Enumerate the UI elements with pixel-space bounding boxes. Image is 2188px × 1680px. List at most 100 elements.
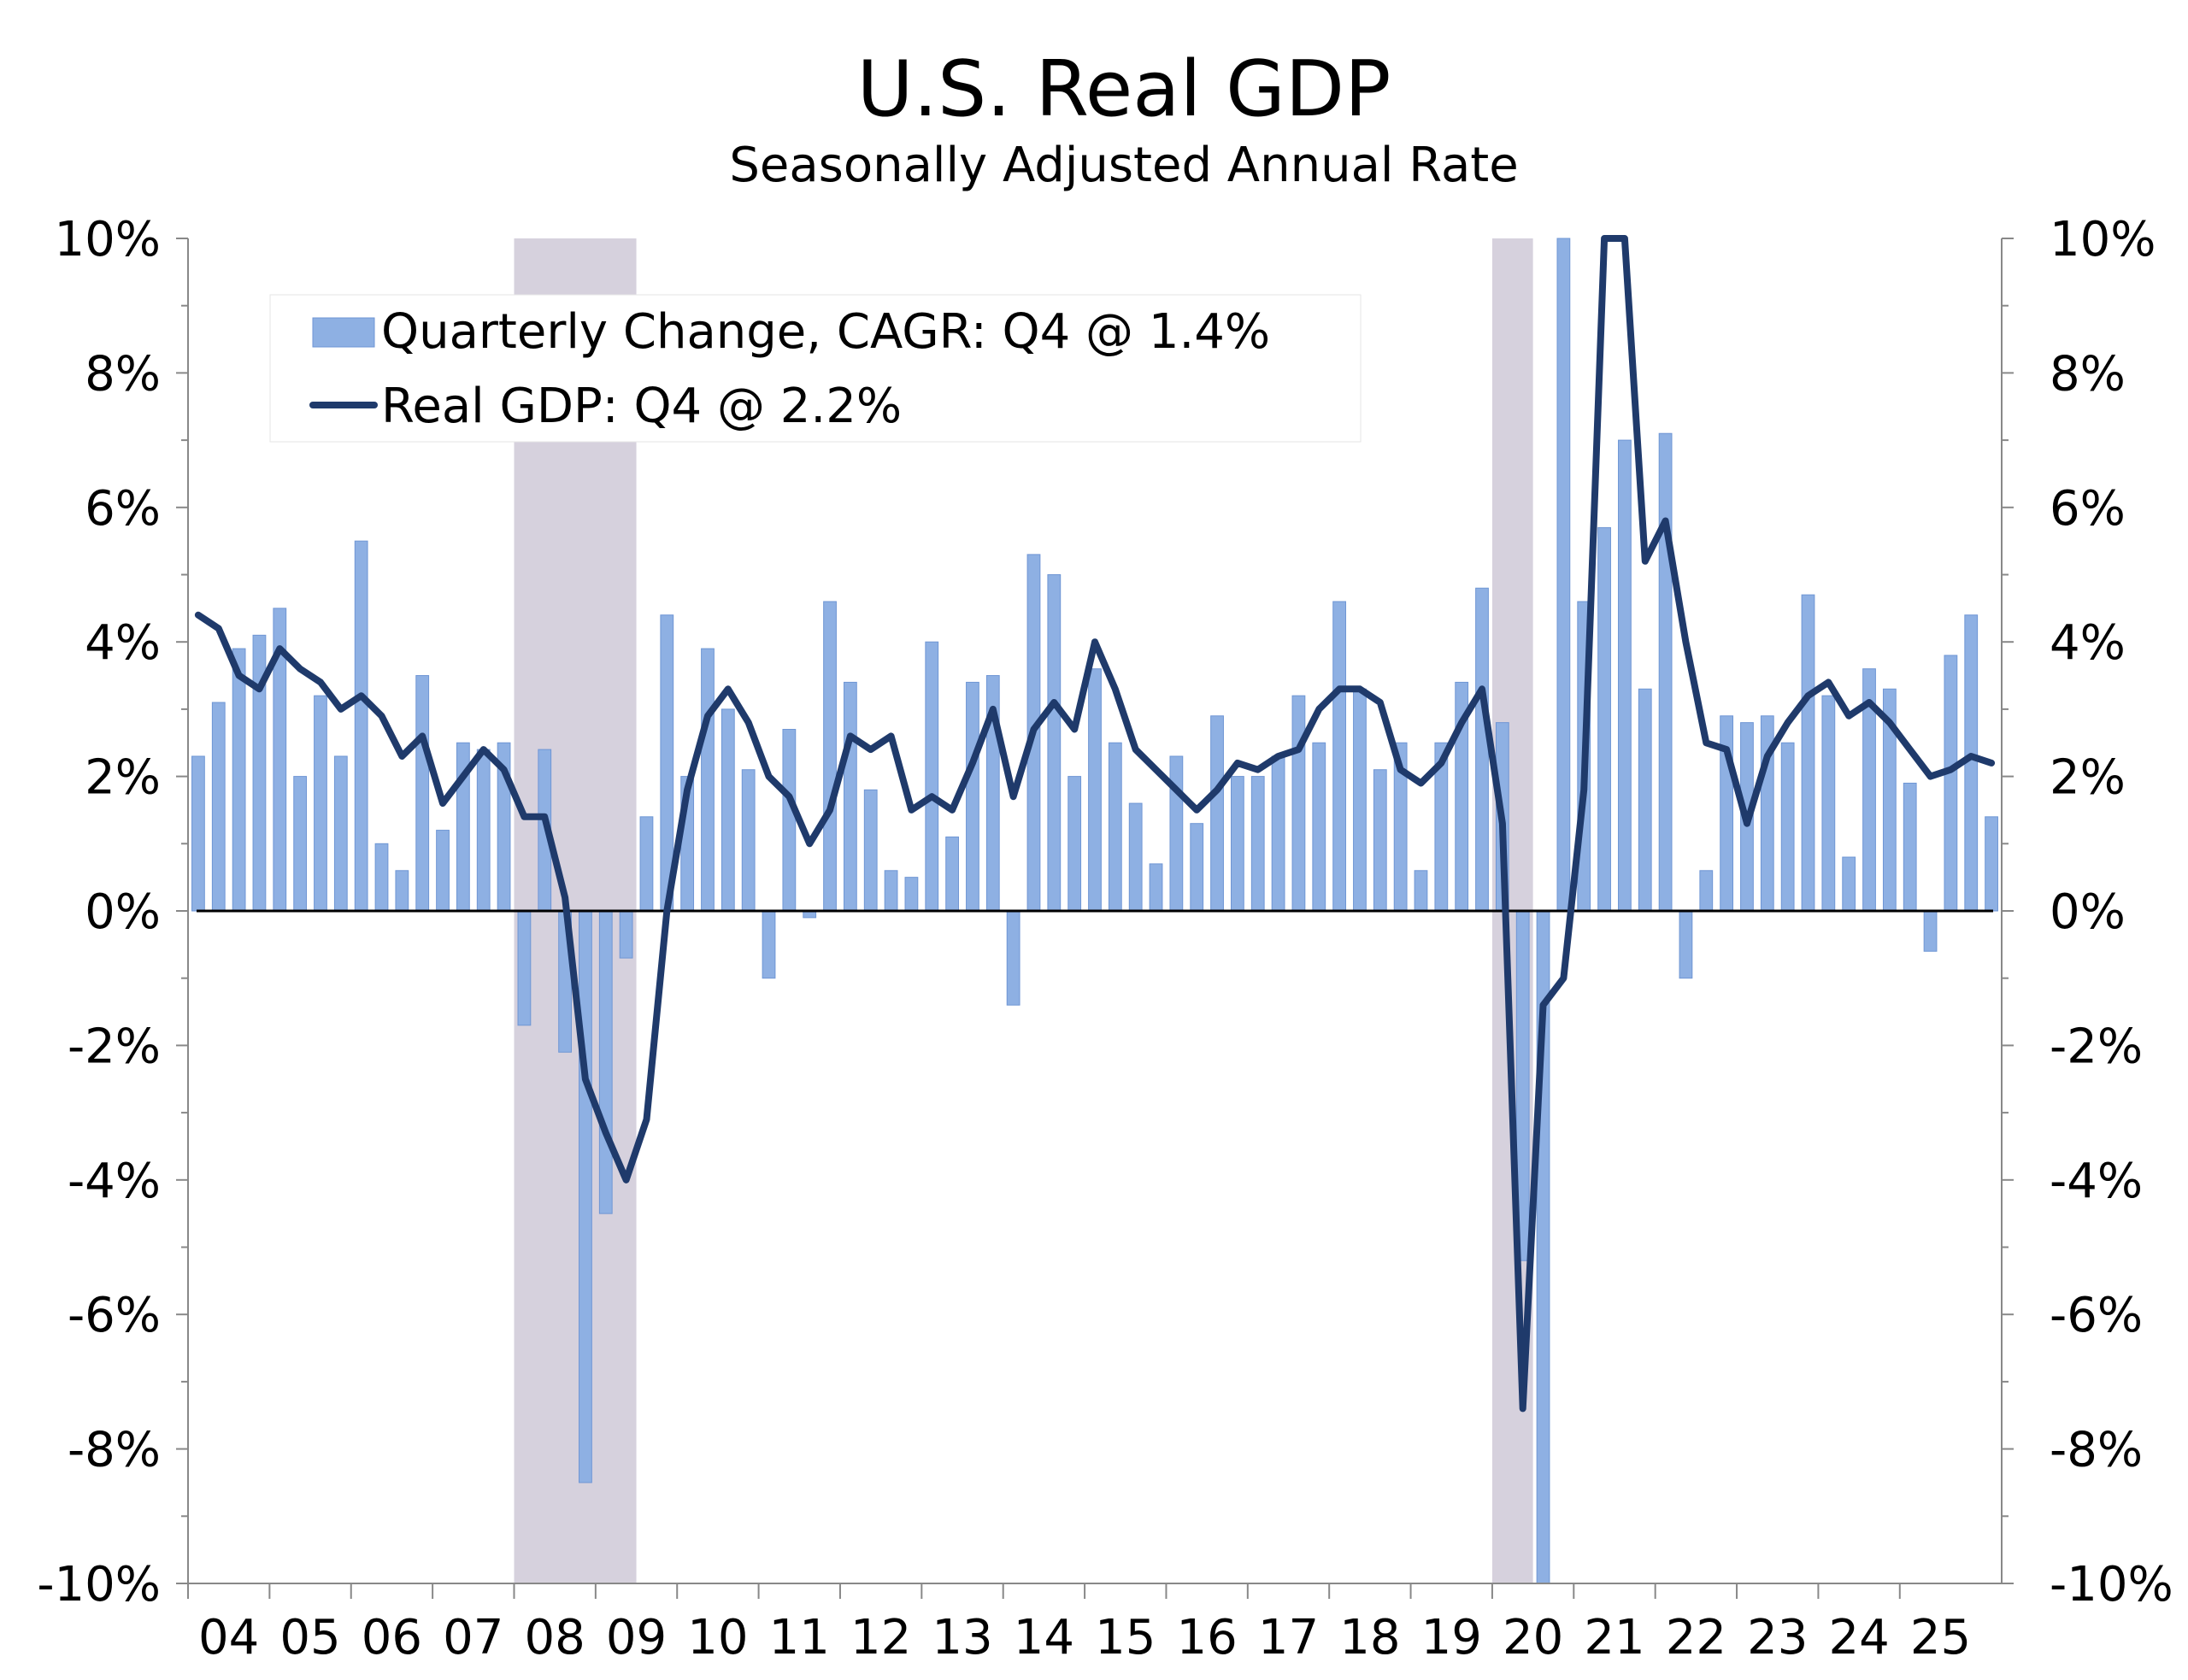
bar (1944, 655, 1958, 912)
bar (476, 749, 491, 912)
bar (1373, 769, 1387, 912)
bar (579, 910, 592, 1483)
bar (1006, 910, 1020, 1006)
bar (1231, 776, 1244, 912)
bar (1679, 910, 1693, 979)
bar (314, 695, 327, 912)
bar (517, 910, 532, 1026)
bar (1618, 439, 1632, 912)
bar (1821, 695, 1836, 912)
bar (1271, 755, 1285, 912)
y-tick-label-right: 0% (2050, 884, 2126, 940)
bar (415, 675, 430, 912)
y-tick-label-right: -10% (2050, 1557, 2173, 1612)
y-tick-label-left: -8% (68, 1423, 161, 1478)
bar (863, 789, 878, 912)
bar (1291, 695, 1306, 912)
y-tick-label-left: -2% (68, 1019, 161, 1074)
bar (1149, 863, 1163, 912)
y-tick-label-right: -2% (2050, 1019, 2143, 1074)
bar (1353, 688, 1367, 912)
bar (843, 681, 857, 912)
bar (1780, 742, 1795, 912)
y-tick-label-right: 2% (2050, 750, 2126, 806)
bar (1903, 782, 1917, 912)
bar (782, 729, 797, 912)
line-series (194, 235, 1996, 1413)
y-tick-label-right: 8% (2050, 346, 2126, 402)
y-tick-label-left: 10% (55, 212, 161, 267)
y-tick-label-left: -4% (68, 1154, 161, 1209)
bar (354, 540, 368, 912)
bar (1190, 823, 1204, 912)
bar (1169, 755, 1184, 912)
x-tick-label: 12 (850, 1610, 911, 1665)
bar (232, 648, 246, 912)
bar (1985, 816, 1998, 912)
legend-bar-label: Quarterly Change, CAGR: Q4 @ 1.4% (381, 304, 1270, 360)
y-tick-label-left: -10% (37, 1557, 161, 1612)
x-tick-label: 17 (1258, 1610, 1319, 1665)
x-tick-label: 25 (1910, 1610, 1971, 1665)
bar (701, 648, 715, 912)
bar (1658, 432, 1673, 912)
y-tick-label-right: -6% (2050, 1288, 2143, 1343)
x-tick-label: 11 (769, 1610, 830, 1665)
bar (293, 776, 308, 912)
bar (1923, 910, 1938, 952)
x-tick-label: 19 (1421, 1610, 1482, 1665)
bar (1210, 715, 1224, 912)
bar (1597, 526, 1611, 912)
bar (1801, 594, 1815, 912)
bar (598, 910, 613, 1214)
legend-bar-swatch (312, 317, 375, 348)
bar (395, 870, 409, 912)
x-tick-label: 21 (1584, 1610, 1644, 1665)
bar (1638, 688, 1652, 912)
bar (1068, 776, 1082, 912)
x-tick-label: 05 (279, 1610, 340, 1665)
bar (1312, 742, 1326, 912)
bar (436, 830, 450, 912)
x-tick-label: 20 (1503, 1610, 1563, 1665)
bar (1047, 574, 1062, 912)
x-tick-label: 23 (1747, 1610, 1808, 1665)
x-tick-label: 06 (362, 1610, 422, 1665)
bar (1475, 587, 1489, 912)
y-tick-label-left: 4% (85, 615, 161, 671)
bar (1556, 238, 1571, 912)
y-tick-label-left: 2% (85, 750, 161, 806)
x-tick-label: 16 (1177, 1610, 1238, 1665)
y-tick-label-right: 6% (2050, 481, 2126, 537)
x-tick-label: 22 (1666, 1610, 1726, 1665)
gdp-line (194, 235, 1996, 1413)
axes: 10% 10% 8% 8% 6% 6% 4% 4% 2% 2% 0% 0% -2% -2% -4% -4% -6… (37, 212, 2173, 1665)
y-tick-label-right: 4% (2050, 615, 2126, 671)
bar (966, 681, 979, 912)
bar (823, 601, 837, 912)
bar (1414, 870, 1428, 912)
chart-subtitle: Seasonally Adjusted Annual Rate (729, 138, 1518, 193)
bar (762, 910, 776, 979)
y-tick-label-left: 8% (85, 346, 161, 402)
bar (333, 755, 348, 912)
x-tick-label: 09 (606, 1610, 667, 1665)
x-tick-label: 18 (1339, 1610, 1400, 1665)
bar (721, 708, 735, 912)
y-tick-label-right: -8% (2050, 1423, 2143, 1478)
bar (1332, 601, 1347, 912)
x-tick-label: 14 (1014, 1610, 1074, 1665)
legend-box (269, 294, 1362, 443)
bar (904, 877, 919, 912)
bar (211, 702, 226, 912)
chart-title: U.S. Real GDP (857, 44, 1391, 134)
bar (619, 910, 633, 959)
y-tick-label-right: 10% (2050, 212, 2156, 267)
bar (945, 836, 959, 912)
legend-line-label: Real GDP: Q4 @ 2.2% (381, 379, 902, 434)
bar (1250, 776, 1265, 912)
x-tick-label: 10 (687, 1610, 748, 1665)
bar-series (191, 238, 1998, 1584)
